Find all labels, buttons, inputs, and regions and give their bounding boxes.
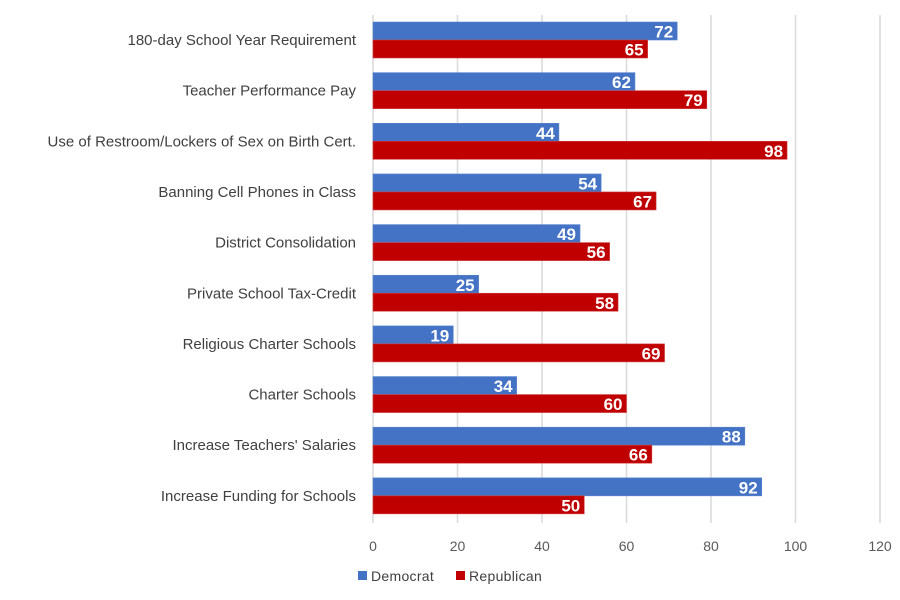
- data-label-democrat: 34: [494, 377, 513, 396]
- x-tick-label: 20: [450, 538, 466, 554]
- bar-republican[interactable]: [372, 141, 788, 160]
- bar-democrat[interactable]: [372, 21, 678, 41]
- bar-republican[interactable]: [372, 292, 619, 312]
- data-label-democrat: 19: [430, 326, 449, 345]
- data-label-republican: 58: [595, 294, 614, 313]
- x-tick-label: 60: [619, 538, 635, 554]
- data-label-democrat: 62: [612, 73, 631, 92]
- legend-label-republican: Republican: [469, 568, 542, 584]
- legend-swatch-republican: [456, 571, 465, 580]
- legend-item-republican[interactable]: Republican: [456, 568, 542, 584]
- data-label-republican: 98: [764, 142, 783, 161]
- category-label: Increase Funding for Schools: [161, 488, 356, 505]
- data-label-republican: 67: [633, 192, 652, 211]
- category-label: Teacher Performance Pay: [183, 83, 357, 100]
- data-label-democrat: 54: [578, 174, 597, 193]
- data-label-democrat: 25: [456, 276, 475, 295]
- x-tick-label: 120: [868, 538, 892, 554]
- bar-democrat[interactable]: [372, 72, 636, 91]
- x-tick-label: 100: [784, 538, 808, 554]
- data-label-democrat: 92: [739, 478, 758, 497]
- category-label: Increase Teachers' Salaries: [172, 437, 356, 454]
- bar-republican[interactable]: [372, 343, 665, 363]
- bar-republican[interactable]: [372, 495, 585, 515]
- bar-republican[interactable]: [372, 394, 627, 413]
- data-label-republican: 66: [629, 446, 648, 465]
- data-label-republican: 60: [604, 395, 623, 414]
- data-label-democrat: 72: [654, 23, 673, 42]
- category-label: Banning Cell Phones in Class: [158, 184, 356, 201]
- bar-democrat[interactable]: [372, 123, 560, 142]
- bar-republican[interactable]: [372, 242, 610, 261]
- x-tick-label: 80: [703, 538, 719, 554]
- x-tick-label: 40: [534, 538, 550, 554]
- x-tick-label: 0: [369, 538, 377, 554]
- legend: Democrat Republican: [358, 568, 542, 584]
- bars: 72 65 62 79 44 98 54 67 49 56 25 58 19 69 34 60 88 66 92 50: [372, 21, 788, 515]
- x-axis-tick-labels: 0 20 40 60 80 100 120: [369, 538, 892, 554]
- category-label: District Consolidation: [215, 235, 356, 252]
- bar-democrat[interactable]: [372, 477, 763, 497]
- bar-republican[interactable]: [372, 444, 653, 464]
- data-label-republican: 65: [625, 41, 644, 60]
- category-label: Charter Schools: [248, 387, 356, 404]
- bar-republican[interactable]: [372, 191, 657, 211]
- data-label-democrat: 49: [557, 225, 576, 244]
- data-label-democrat: 88: [722, 428, 741, 447]
- data-label-republican: 69: [642, 344, 661, 363]
- category-label: Use of Restroom/Lockers of Sex on Birth …: [48, 133, 356, 150]
- legend-swatch-democrat: [358, 571, 367, 580]
- category-label: Religious Charter Schools: [183, 336, 356, 353]
- category-label: Private School Tax-Credit: [187, 285, 357, 302]
- bar-democrat[interactable]: [372, 426, 746, 446]
- legend-label-democrat: Democrat: [371, 568, 434, 584]
- category-labels: 180-day School Year Requirement Teacher P…: [48, 32, 357, 505]
- legend-item-democrat[interactable]: Democrat: [358, 568, 434, 584]
- data-label-republican: 79: [684, 91, 703, 110]
- data-label-republican: 56: [587, 243, 606, 262]
- bar-republican[interactable]: [372, 39, 648, 59]
- bar-democrat[interactable]: [372, 224, 581, 243]
- data-label-democrat: 44: [536, 124, 555, 143]
- bar-republican[interactable]: [372, 90, 708, 109]
- category-label: 180-day School Year Requirement: [128, 32, 357, 49]
- data-label-republican: 50: [561, 496, 580, 515]
- bar-democrat[interactable]: [372, 173, 602, 193]
